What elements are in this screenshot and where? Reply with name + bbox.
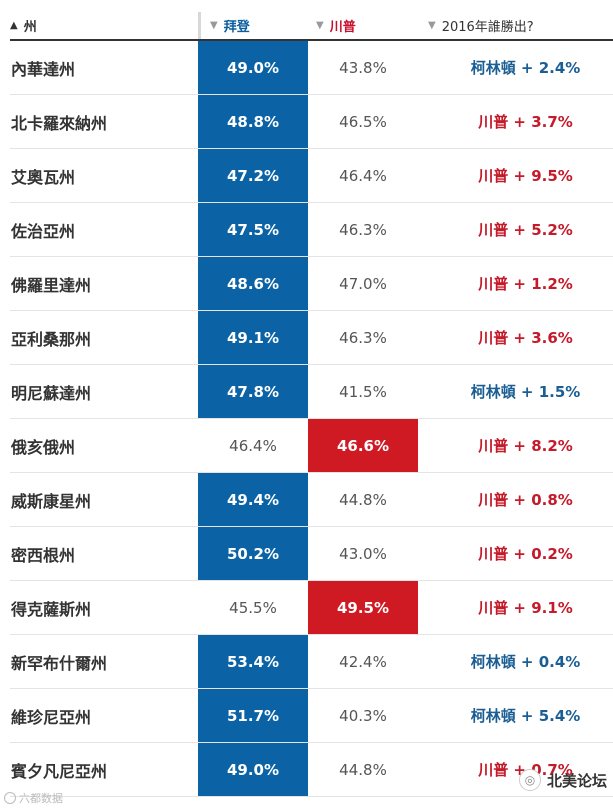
table-row: 艾奧瓦州 47.2% 46.4% 川普 + 9.5% <box>10 149 613 203</box>
biden-percent: 45.5% <box>198 581 308 634</box>
state-name: 亞利桑那州 <box>11 329 92 349</box>
result-2016: 川普 + 0.8% <box>478 491 573 509</box>
biden-percent: 50.2% <box>198 527 308 580</box>
table-row: 威斯康星州 49.4% 44.8% 川普 + 0.8% <box>10 473 613 527</box>
state-name: 威斯康星州 <box>11 491 92 511</box>
result-2016: 川普 + 1.2% <box>478 275 573 293</box>
table-row: 佐治亞州 47.5% 46.3% 川普 + 5.2% <box>10 203 613 257</box>
trump-percent: 43.0% <box>308 527 418 580</box>
result-2016: 川普 + 5.2% <box>478 221 573 239</box>
sort-up-icon: ▲ <box>10 20 18 31</box>
trump-percent: 42.4% <box>308 635 418 688</box>
result-2016: 川普 + 9.5% <box>478 167 573 185</box>
table-row: 北卡羅來納州 48.8% 46.5% 川普 + 3.7% <box>10 95 613 149</box>
table-row: 得克薩斯州 45.5% 49.5% 川普 + 9.1% <box>10 581 613 635</box>
result-2016: 川普 + 0.2% <box>478 545 573 563</box>
biden-percent: 48.6% <box>198 257 308 310</box>
header-2016-label: 2016年誰勝出? <box>441 20 534 35</box>
biden-percent: 47.8% <box>198 365 308 418</box>
table-row: 新罕布什爾州 53.4% 42.4% 柯林頓 + 0.4% <box>10 635 613 689</box>
watermark-circle-icon <box>4 792 16 804</box>
table-row: 俄亥俄州 46.4% 46.6% 川普 + 8.2% <box>10 419 613 473</box>
table-row: 維珍尼亞州 51.7% 40.3% 柯林頓 + 5.4% <box>10 689 613 743</box>
biden-percent: 47.2% <box>198 149 308 202</box>
biden-percent: 49.4% <box>198 473 308 526</box>
table-row: 佛羅里達州 48.6% 47.0% 川普 + 1.2% <box>10 257 613 311</box>
result-2016: 柯林頓 + 2.4% <box>470 59 581 77</box>
header-state-label: 州 <box>23 20 37 35</box>
result-2016: 川普 + 8.2% <box>478 437 573 455</box>
trump-percent: 40.3% <box>308 689 418 742</box>
watermark-right: ◎ 北美论坛 <box>518 769 607 791</box>
sort-down-icon: ▼ <box>316 20 324 31</box>
header-2016[interactable]: ▼ 2016年誰勝出? <box>418 12 613 39</box>
biden-percent: 46.4% <box>198 419 308 472</box>
state-name: 新罕布什爾州 <box>11 653 108 673</box>
header-trump[interactable]: ▼ 川普 <box>308 12 418 39</box>
header-state[interactable]: ▲ 州 <box>10 12 198 39</box>
header-trump-label: 川普 <box>329 20 356 35</box>
biden-percent: 49.1% <box>198 311 308 364</box>
result-2016: 柯林頓 + 5.4% <box>470 707 581 725</box>
state-name: 佐治亞州 <box>11 221 76 241</box>
trump-percent: 41.5% <box>308 365 418 418</box>
state-name: 佛羅里達州 <box>11 275 92 295</box>
biden-percent: 49.0% <box>198 743 308 796</box>
state-name: 內華達州 <box>11 59 76 79</box>
watermark-left: 六都数据 <box>4 790 63 806</box>
trump-percent: 43.8% <box>308 41 418 94</box>
state-name: 密西根州 <box>11 545 76 565</box>
state-name: 北卡羅來納州 <box>11 113 108 133</box>
table-body: 內華達州 49.0% 43.8% 柯林頓 + 2.4% 北卡羅來納州 48.8% 46.5%… <box>10 41 613 797</box>
result-2016: 柯林頓 + 0.4% <box>470 653 581 671</box>
biden-percent: 49.0% <box>198 41 308 94</box>
trump-percent: 46.3% <box>308 311 418 364</box>
wechat-logo-icon: ◎ <box>518 769 541 791</box>
table-row: 內華達州 49.0% 43.8% 柯林頓 + 2.4% <box>10 41 613 95</box>
result-2016: 川普 + 9.1% <box>478 599 573 617</box>
trump-percent: 49.5% <box>308 581 418 634</box>
trump-percent: 46.6% <box>308 419 418 472</box>
state-name: 艾奧瓦州 <box>11 167 76 187</box>
state-name: 明尼蘇達州 <box>11 383 92 403</box>
trump-percent: 47.0% <box>308 257 418 310</box>
result-2016: 柯林頓 + 1.5% <box>470 383 581 401</box>
sort-down-icon: ▼ <box>210 20 218 31</box>
trump-percent: 44.8% <box>308 743 418 796</box>
polling-table: ▲ 州 ▼ 拜登 ▼ 川普 ▼ 2016年誰勝出? 內華達州 49.0% 43.8%… <box>10 12 613 797</box>
trump-percent: 46.3% <box>308 203 418 256</box>
trump-percent: 46.4% <box>308 149 418 202</box>
state-name: 維珍尼亞州 <box>11 707 92 727</box>
biden-percent: 47.5% <box>198 203 308 256</box>
trump-percent: 46.5% <box>308 95 418 148</box>
watermark-right-text: 北美论坛 <box>546 771 607 790</box>
state-name: 得克薩斯州 <box>11 599 92 619</box>
table-row: 明尼蘇達州 47.8% 41.5% 柯林頓 + 1.5% <box>10 365 613 419</box>
table-header: ▲ 州 ▼ 拜登 ▼ 川普 ▼ 2016年誰勝出? <box>10 12 613 41</box>
state-name: 賓夕凡尼亞州 <box>11 761 108 781</box>
table-row: 賓夕凡尼亞州 49.0% 44.8% 川普 + 0.7% <box>10 743 613 797</box>
biden-percent: 51.7% <box>198 689 308 742</box>
watermark-left-text: 六都数据 <box>19 792 63 805</box>
table-row: 亞利桑那州 49.1% 46.3% 川普 + 3.6% <box>10 311 613 365</box>
biden-percent: 48.8% <box>198 95 308 148</box>
table-row: 密西根州 50.2% 43.0% 川普 + 0.2% <box>10 527 613 581</box>
header-biden-label: 拜登 <box>223 20 250 35</box>
header-biden[interactable]: ▼ 拜登 <box>198 12 308 39</box>
trump-percent: 44.8% <box>308 473 418 526</box>
result-2016: 川普 + 3.7% <box>478 113 573 131</box>
biden-percent: 53.4% <box>198 635 308 688</box>
state-name: 俄亥俄州 <box>11 437 76 457</box>
result-2016: 川普 + 3.6% <box>478 329 573 347</box>
sort-down-icon: ▼ <box>428 20 436 31</box>
